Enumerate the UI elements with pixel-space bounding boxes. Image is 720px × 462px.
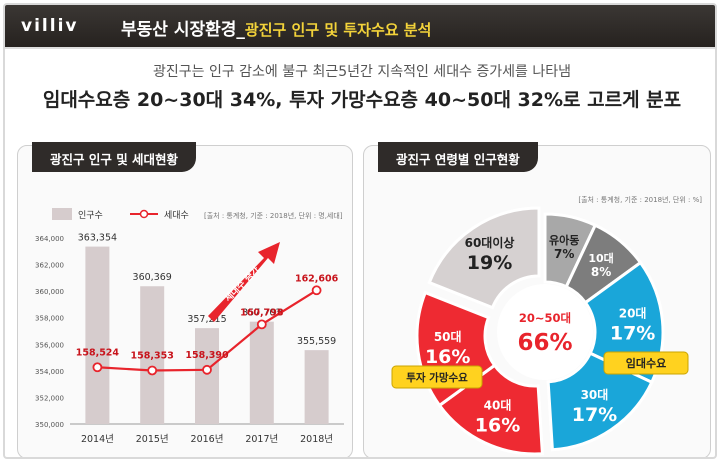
legend-label-population: 인구수 <box>78 210 103 221</box>
header-bar: villiv 부동산 시장환경_광진구 인구 및 투자수요 분석 <box>5 5 715 47</box>
rental-demand-tag-text: 임대수요 <box>626 356 666 370</box>
pie-slice-label: 유아동 <box>549 233 579 247</box>
pie-center <box>497 284 593 380</box>
households-point <box>256 319 267 330</box>
infographic-frame: villiv 부동산 시장환경_광진구 인구 및 투자수요 분석 광진구는 인구… <box>3 3 717 459</box>
intro-text: 광진구는 인구 감소에 불구 최근5년간 지속적인 세대수 증가세를 나타냄 <box>152 64 572 80</box>
pie-slice-value: 16% <box>475 415 520 437</box>
population-chart: 인구수 세대수 [출처 : 통계청, 기준 : 2018년, 단위 : 명,세대] 3… <box>35 208 344 445</box>
population-chart-title: 광진구 인구 및 세대현황 <box>32 142 197 172</box>
population-data-label: 357,215 <box>187 314 226 325</box>
households-data-label: 158,390 <box>185 350 229 361</box>
pie-slice-value: 17% <box>572 404 617 426</box>
legend-swatch-population <box>52 208 72 220</box>
households-data-label: 160,798 <box>240 307 284 318</box>
x-tick-label: 2018년 <box>300 434 333 445</box>
x-tick-label: 2016년 <box>191 434 224 445</box>
y-tick-label: 362,000 <box>35 262 64 270</box>
y-tick-label: 358,000 <box>35 315 64 323</box>
households-point <box>202 364 212 375</box>
page-title: 부동산 시장환경_광진구 인구 및 투자수요 분석 <box>121 15 431 40</box>
x-tick-label: 2015년 <box>136 434 169 445</box>
households-point <box>147 365 158 376</box>
population-data-label: 355,559 <box>297 336 336 347</box>
growth-arrow-icon <box>208 242 280 322</box>
investment-demand-tag-box <box>391 365 483 389</box>
rental-demand-tag: 임대수요 <box>603 351 689 375</box>
investment-demand-tag: 투자 가망수요 <box>391 365 483 389</box>
y-tick-label: 350,000 <box>35 421 64 429</box>
y-tick-label: 352,000 <box>35 394 64 402</box>
pie-slice-label: 30대 <box>581 388 609 402</box>
population-bar <box>304 350 329 424</box>
pie-slice-value: 7% <box>554 247 574 261</box>
households-data-label: 158,353 <box>131 350 174 361</box>
legend-marker-households <box>139 209 149 219</box>
pie-slice-value: 17% <box>610 323 655 345</box>
growth-annotation-text: 세대수 증가 <box>222 263 262 304</box>
x-tick-label: 2014년 <box>81 434 114 445</box>
legend-label-households: 세대수 <box>164 210 189 221</box>
pie-slice <box>427 206 541 310</box>
age-chart-panel: 광진구 연령별 인구현황 [출처 : 통계청, 기준 : 2018년, 단위 :… <box>363 142 711 457</box>
population-data-label: 360,369 <box>133 272 172 283</box>
pie-slice-value: 16% <box>425 346 470 368</box>
pie-center-value: 66% <box>517 330 572 356</box>
population-bar <box>195 328 219 424</box>
x-tick-label: 2017년 <box>245 434 278 445</box>
age-chart-title: 광진구 연령별 인구현황 <box>378 142 538 172</box>
chart-legend: 인구수 세대수 <box>52 208 189 221</box>
households-data-label: 162,606 <box>295 273 339 284</box>
title-sub: 광진구 인구 및 투자수요 분석 <box>244 21 432 39</box>
pie-slice-label: 10대 <box>588 251 613 265</box>
population-chart-source: [출처 : 통계청, 기준 : 2018년, 단위 : 명,세대] <box>204 211 343 220</box>
y-tick-label: 364,000 <box>35 235 64 243</box>
y-tick-label: 354,000 <box>35 368 64 376</box>
population-chart-panel: 광진구 인구 및 세대현황 인구수 세대수 [출처 : 통계청, 기준 : 2018… <box>17 142 353 457</box>
pie-slice-label: 50대 <box>434 330 462 344</box>
households-point <box>92 362 103 373</box>
pie-slice-label: 60대이상 <box>465 235 515 250</box>
title-main: 부동산 시장환경_ <box>121 20 245 40</box>
y-tick-label: 356,000 <box>35 341 64 349</box>
rental-demand-tag-box <box>603 351 689 375</box>
population-data-label: 363,354 <box>78 233 117 244</box>
age-chart-source: [출처 : 통계청, 기준 : 2018년, 단위 : %] <box>578 195 702 204</box>
investment-demand-tag-text: 투자 가망수요 <box>406 371 468 384</box>
pie-slice-label: 40대 <box>484 399 512 413</box>
pie-slice-value: 8% <box>591 265 611 279</box>
header-divider <box>5 47 715 49</box>
pie-slice <box>546 351 654 452</box>
headline-text: 임대수요층 20~30대 34%, 투자 가망수요층 40~50대 32%로 고… <box>42 89 682 111</box>
population-bar <box>249 321 274 424</box>
pie-center-label: 20~50대 <box>519 311 571 325</box>
brand-logo: villiv <box>21 16 79 36</box>
households-point <box>311 285 322 296</box>
population-bar <box>140 286 165 424</box>
households-data-label: 158,524 <box>76 347 120 358</box>
population-bar <box>85 246 110 424</box>
pie-slice-label: 20대 <box>619 307 647 321</box>
y-tick-label: 360,000 <box>35 288 64 296</box>
population-data-label: 357,703 <box>242 308 281 319</box>
pie-slice-value: 19% <box>467 252 512 274</box>
